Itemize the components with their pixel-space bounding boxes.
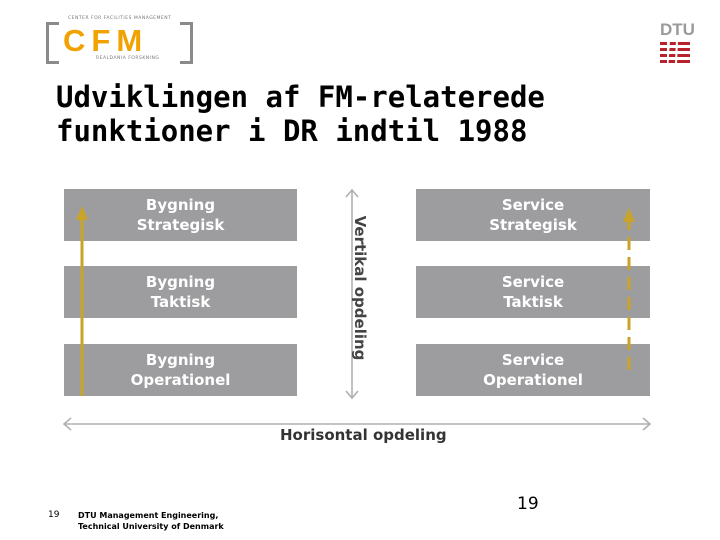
title-line-1: Udviklingen af FM-relaterede <box>56 80 545 114</box>
box-label-line1: Bygning <box>145 196 216 214</box>
box-label-line1: Bygning <box>145 273 216 291</box>
dtu-logo-icon <box>660 40 690 64</box>
cfm-logo-left-bracket <box>46 22 59 64</box>
box-label-line2: Operationel <box>483 371 583 389</box>
slide-title: Udviklingen af FM-relaterede funktioner … <box>56 80 676 148</box>
dtu-logo-text: DTU <box>660 20 695 39</box>
box-label-line2: Taktisk <box>503 293 563 311</box>
vertical-double-arrow <box>345 188 359 400</box>
box-label-line2: Strategisk <box>136 216 225 234</box>
box-bygning-operationel: Bygning Operationel <box>64 344 297 396</box>
box-label-line1: Bygning <box>145 351 216 369</box>
box-label-line1: Service <box>501 196 565 214</box>
box-label-line2: Taktisk <box>150 293 211 311</box>
cfm-logo: CFM <box>63 23 149 58</box>
footer-organization: DTU Management Engineering, Technical Un… <box>78 510 224 532</box>
box-label-line2: Operationel <box>130 371 231 389</box>
footer-org-line2: Technical University of Denmark <box>78 522 224 531</box>
right-gold-dashed-arrow <box>623 208 635 370</box>
box-label-line2: Strategisk <box>489 216 577 234</box>
box-bygning-taktisk: Bygning Taktisk <box>64 266 297 318</box>
horizontal-double-arrow <box>62 417 652 431</box>
box-service-taktisk: Service Taktisk <box>416 266 650 318</box>
footer-org-line1: DTU Management Engineering, <box>78 511 219 520</box>
box-service-operationel: Service Operationel <box>416 344 650 396</box>
box-bygning-strategisk: Bygning Strategisk <box>64 189 297 241</box>
vertical-axis-label: Vertikal opdeling <box>351 215 369 361</box>
horizontal-axis-label: Horisontal opdeling <box>280 426 447 444</box>
box-service-strategisk: Service Strategisk <box>416 189 650 241</box>
box-label-line1: Service <box>501 273 565 291</box>
title-line-2: funktioner i DR indtil 1988 <box>56 114 528 148</box>
footer-slide-number: 19 <box>48 510 60 520</box>
cfm-logo-top-text: CENTER FOR FACILITIES MANAGEMENT <box>68 16 172 21</box>
box-label-line1: Service <box>501 351 565 369</box>
cfm-logo-right-bracket <box>180 22 193 64</box>
cfm-logo-bottom-text: REALDANIA FORSKNING <box>96 56 160 61</box>
page-number: 19 <box>517 494 539 514</box>
left-gold-arrow <box>76 206 88 396</box>
